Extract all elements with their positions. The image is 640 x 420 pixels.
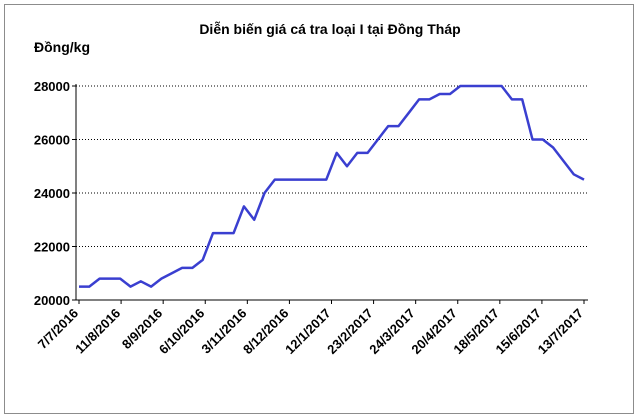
x-tick-labels: 7/7/201611/8/20168/9/20166/10/20163/11/2… <box>35 306 586 358</box>
y-tick-label-2: 24000 <box>34 186 70 201</box>
y-tick-label-0: 20000 <box>34 293 70 308</box>
x-tick-label-3: 6/10/2016 <box>156 306 208 358</box>
y-tick-label-3: 26000 <box>34 133 70 148</box>
x-tick-label-12: 13/7/2017 <box>535 306 587 358</box>
y-tick-label-4: 28000 <box>34 79 70 94</box>
y-tick-labels: 20000 22000 24000 26000 28000 <box>34 79 70 308</box>
chart-frame <box>4 4 634 414</box>
chart-title: Diễn biến giá cá tra loại I tại Đồng Thá… <box>199 21 460 37</box>
series-layer <box>79 84 585 288</box>
y-tick-label-1: 22000 <box>34 240 70 255</box>
series-line <box>79 84 585 288</box>
axes <box>72 84 588 304</box>
y-axis-label: Đồng/kg <box>34 39 90 55</box>
x-tick-label-1: 11/8/2016 <box>72 306 123 357</box>
